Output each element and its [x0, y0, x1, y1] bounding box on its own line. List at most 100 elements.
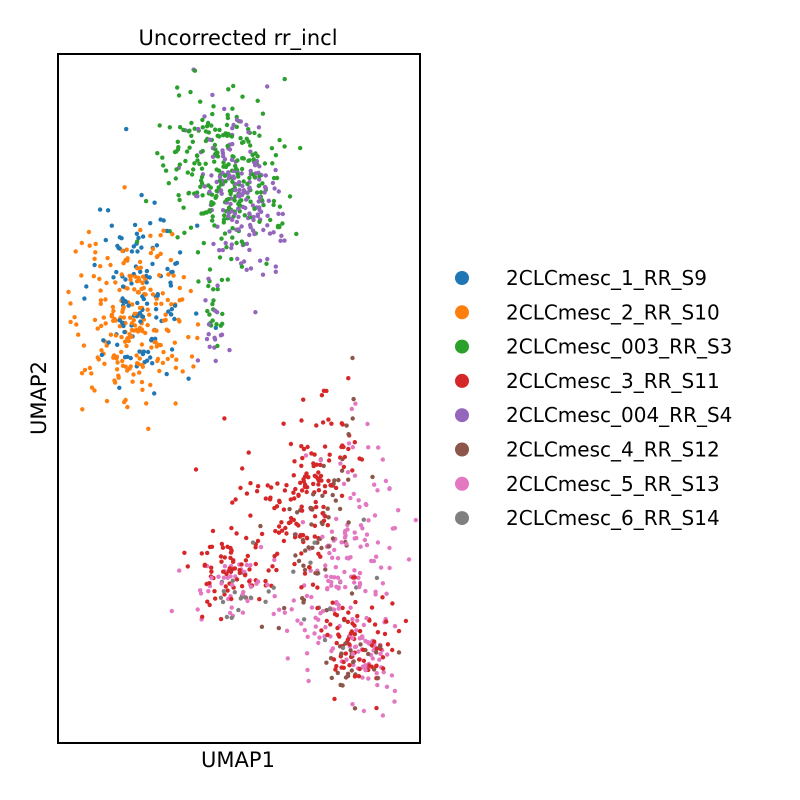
scatter-point	[139, 286, 144, 292]
scatter-point	[271, 585, 276, 590]
scatter-point	[136, 235, 141, 241]
scatter-point	[318, 554, 323, 559]
scatter-point	[203, 298, 208, 303]
scatter-point	[129, 281, 134, 286]
scatter-point	[120, 320, 125, 325]
scatter-point	[287, 506, 292, 512]
scatter-point	[152, 339, 157, 345]
scatter-point	[346, 446, 351, 452]
scatter-point	[239, 171, 244, 176]
scatter-point	[103, 297, 108, 302]
scatter-point	[164, 228, 170, 234]
scatter-point	[209, 173, 214, 178]
scatter-point	[341, 481, 347, 487]
scatter-point	[310, 545, 315, 550]
scatter-point	[271, 175, 277, 181]
scatter-point	[186, 129, 191, 134]
scatter-point	[277, 137, 282, 143]
scatter-point	[345, 619, 351, 624]
scatter-point	[166, 272, 171, 277]
scatter-point	[385, 642, 391, 647]
scatter-point	[213, 596, 218, 601]
scatter-point	[372, 622, 378, 627]
scatter-point	[329, 421, 334, 426]
scatter-point	[219, 236, 224, 241]
scatter-point	[222, 213, 227, 218]
scatter-point	[214, 322, 219, 327]
scatter-point	[325, 586, 330, 591]
scatter-point	[134, 353, 139, 358]
legend-marker	[455, 442, 469, 457]
scatter-point	[300, 455, 305, 461]
scatter-point	[354, 535, 359, 541]
scatter-point	[181, 127, 186, 133]
scatter-point	[193, 467, 199, 472]
scatter-point	[257, 133, 262, 138]
scatter-point	[361, 517, 366, 522]
scatter-point	[255, 579, 261, 584]
scatter-point	[219, 191, 224, 196]
scatter-point	[263, 599, 268, 604]
legend-label: 2CLCmesc_003_RR_S3	[506, 335, 732, 359]
scatter-point	[312, 523, 318, 528]
scatter-point	[340, 645, 346, 651]
scatter-point	[334, 613, 340, 618]
scatter-point	[202, 114, 207, 119]
scatter-point	[241, 139, 246, 145]
scatter-point	[247, 567, 252, 572]
scatter-point	[215, 343, 220, 349]
scatter-point	[154, 328, 159, 333]
scatter-point	[356, 674, 362, 679]
scatter-point	[112, 316, 117, 322]
scatter-point	[305, 667, 310, 673]
scatter-point	[172, 303, 178, 308]
scatter-point	[148, 221, 153, 226]
scatter-point	[213, 325, 218, 330]
scatter-point	[150, 246, 156, 252]
scatter-point	[122, 329, 127, 335]
scatter-point	[154, 243, 160, 248]
scatter-point	[92, 262, 97, 268]
scatter-point	[302, 628, 307, 633]
scatter-point	[356, 575, 361, 580]
scatter-point	[340, 605, 345, 611]
scatter-point	[350, 445, 355, 450]
scatter-point	[89, 385, 95, 390]
legend-label: 2CLCmesc_3_RR_S11	[506, 369, 720, 393]
scatter-point	[174, 357, 179, 362]
scatter-point	[260, 181, 265, 186]
scatter-point	[242, 569, 247, 575]
scatter-point	[177, 319, 182, 324]
scatter-point	[74, 322, 79, 327]
scatter-point	[165, 297, 170, 303]
scatter-point	[329, 574, 334, 580]
scatter-point	[157, 368, 162, 374]
scatter-point	[311, 461, 316, 466]
scatter-point	[197, 588, 203, 593]
scatter-point	[229, 216, 234, 222]
scatter-point	[99, 348, 104, 353]
scatter-point	[329, 648, 334, 654]
scatter-point	[253, 545, 258, 550]
scatter-point	[121, 315, 127, 320]
scatter-point	[82, 367, 88, 373]
scatter-point	[153, 301, 159, 306]
scatter-point	[139, 342, 145, 347]
scatter-point	[229, 242, 234, 247]
scatter-point	[163, 312, 168, 317]
scatter-point	[377, 657, 382, 662]
scatter-point	[227, 566, 232, 571]
scatter-point	[214, 188, 219, 194]
scatter-point	[306, 475, 311, 480]
legend-label: 2CLCmesc_004_RR_S4	[506, 403, 732, 427]
scatter-point	[122, 339, 128, 344]
scatter-point	[371, 558, 377, 564]
scatter-point	[247, 175, 252, 181]
scatter-point	[299, 488, 305, 493]
scatter-point	[314, 504, 319, 510]
scatter-point	[320, 511, 325, 516]
scatter-point	[225, 544, 230, 549]
scatter-point	[271, 611, 276, 617]
scatter-point	[222, 555, 227, 560]
scatter-point	[120, 284, 126, 289]
